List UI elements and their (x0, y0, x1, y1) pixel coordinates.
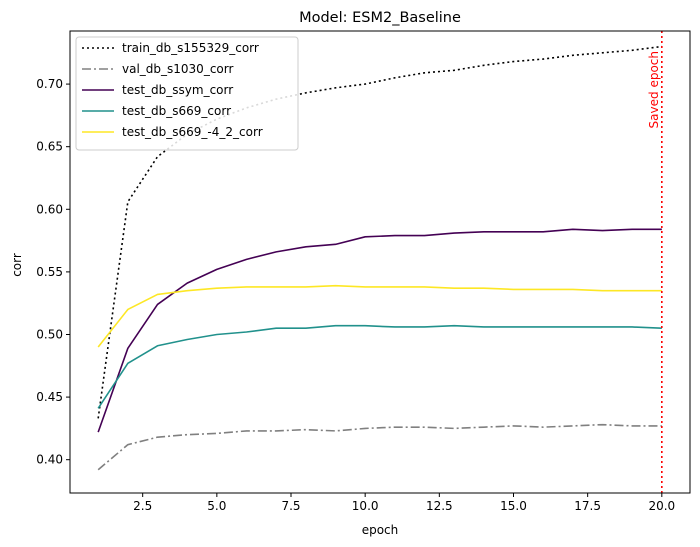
y-tick-label: 0.45 (36, 390, 63, 404)
legend-label-3: test_db_s669_corr (122, 104, 231, 118)
plot-area: Saved epoch (97, 31, 663, 493)
x-tick-label: 2.5 (133, 499, 152, 513)
legend-box (75, 36, 299, 151)
plot-frame (69, 30, 691, 494)
legend-label-1: val_db_s1030_corr (122, 62, 233, 76)
series-line-4 (97, 284, 662, 348)
x-tick-label: 17.5 (574, 499, 601, 513)
y-tick-label: 0.70 (36, 77, 63, 91)
y-tick-label: 0.40 (36, 453, 63, 467)
y-tick-label: 0.60 (36, 202, 63, 216)
legend-label-0: train_db_s155329_corr (122, 41, 259, 55)
y-tick-label: 0.55 (36, 265, 63, 279)
saved-epoch-label: Saved epoch (647, 51, 661, 128)
x-axis-label: epoch (362, 523, 399, 537)
series-line-2 (97, 228, 662, 433)
x-tick-label: 5.0 (207, 499, 226, 513)
x-tick-label: 12.5 (426, 499, 453, 513)
series-line-3 (97, 324, 662, 409)
y-tick-label: 0.50 (36, 327, 63, 341)
chart-title: Model: ESM2_Baseline (299, 10, 461, 26)
x-tick-label: 15.0 (500, 499, 527, 513)
legend-label-4: test_db_s669_-4_2_corr (122, 125, 263, 139)
y-axis-label: corr (10, 253, 24, 277)
x-tick-label: 7.5 (281, 499, 300, 513)
axes: 2.5 5.0 7.5 10.0 12.5 15.0 17.5 20.0 0.40 0.45 0.5… (36, 30, 691, 513)
legend-label-2: test_db_ssym_corr (122, 83, 233, 97)
x-tick-label: 20.0 (648, 499, 675, 513)
y-tick-label: 0.65 (36, 140, 63, 154)
x-tick-label: 10.0 (352, 499, 379, 513)
series-line-1 (97, 423, 662, 471)
legend: train_db_s155329_corr val_db_s1030_corrte… (75, 36, 299, 151)
